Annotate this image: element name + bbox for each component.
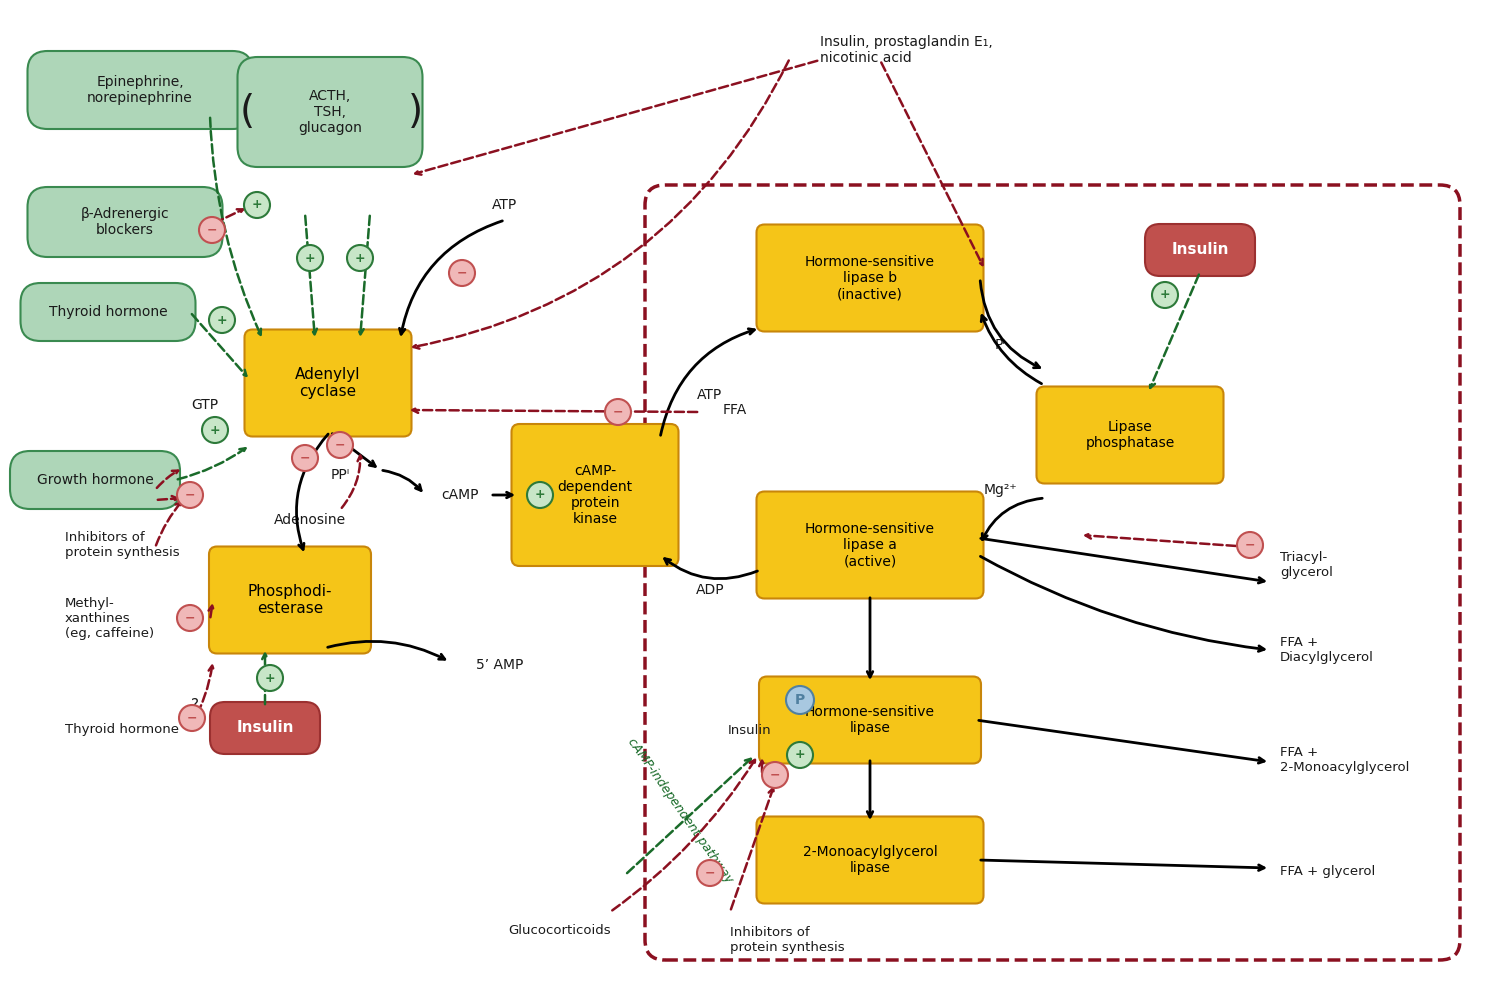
Text: P: P [795,693,806,707]
Text: −: − [299,452,310,464]
Text: FFA: FFA [723,403,747,417]
Text: Hormone-sensitive
lipase: Hormone-sensitive lipase [806,705,935,735]
Circle shape [177,605,203,631]
Text: Mg²⁺: Mg²⁺ [983,483,1018,497]
Text: 5’ AMP: 5’ AMP [476,658,523,672]
FancyBboxPatch shape [756,491,983,598]
FancyBboxPatch shape [21,283,195,341]
Text: FFA +
Diacylglycerol: FFA + Diacylglycerol [1281,636,1374,664]
Text: FFA +
2-Monoacylglycerol: FFA + 2-Monoacylglycerol [1281,746,1410,774]
Text: Triacyl-
glycerol: Triacyl- glycerol [1281,551,1333,579]
Text: ACTH,
TSH,
glucagon: ACTH, TSH, glucagon [298,89,362,135]
Text: +: + [1160,288,1171,302]
FancyBboxPatch shape [245,330,412,436]
Text: 2-Monoacylglycerol
lipase: 2-Monoacylglycerol lipase [803,845,938,875]
Circle shape [298,245,323,271]
Text: Methyl-
xanthines
(eg, caffeine): Methyl- xanthines (eg, caffeine) [65,596,155,640]
Circle shape [528,482,553,508]
Text: −: − [613,406,624,418]
Text: +: + [265,672,275,684]
Text: ?: ? [191,698,198,712]
Text: Insulin: Insulin [1171,242,1229,257]
Text: cAMP-
dependent
protein
kinase: cAMP- dependent protein kinase [558,464,633,526]
Text: ADP: ADP [696,583,724,597]
Text: −: − [457,266,467,279]
Circle shape [1151,282,1178,308]
Text: −: − [185,611,195,624]
FancyBboxPatch shape [209,546,371,654]
Circle shape [209,307,234,333]
Text: (: ( [239,93,254,131]
Circle shape [606,399,631,425]
Circle shape [788,742,813,768]
Text: −: − [335,438,346,452]
Text: −: − [207,224,218,236]
Text: +: + [795,748,806,762]
FancyBboxPatch shape [27,187,222,257]
Text: Insulin: Insulin [727,724,773,736]
Circle shape [697,860,723,886]
FancyBboxPatch shape [1145,224,1255,276]
Text: cAMP-independent pathway: cAMP-independent pathway [625,735,735,885]
Circle shape [177,482,203,508]
FancyBboxPatch shape [1037,386,1223,484]
Circle shape [292,445,319,471]
Text: ATP: ATP [493,198,517,212]
Text: β-Adrenergic
blockers: β-Adrenergic blockers [81,207,170,237]
Text: +: + [251,198,263,212]
Text: Hormone-sensitive
lipase b
(inactive): Hormone-sensitive lipase b (inactive) [806,255,935,301]
Circle shape [1237,532,1263,558]
Text: GTP: GTP [191,398,218,412]
Text: Lipase
phosphatase: Lipase phosphatase [1085,420,1175,450]
Circle shape [257,665,283,691]
FancyBboxPatch shape [756,225,983,332]
Circle shape [198,217,225,243]
Text: −: − [705,866,715,880]
Text: Insulin, prostaglandin E₁,
nicotinic acid: Insulin, prostaglandin E₁, nicotinic aci… [821,35,993,65]
Circle shape [179,705,204,731]
Text: +: + [355,251,365,264]
Text: Phosphodi-
esterase: Phosphodi- esterase [248,584,332,616]
Text: FFA + glycerol: FFA + glycerol [1281,865,1375,879]
Text: +: + [305,251,316,264]
Circle shape [347,245,373,271]
Text: Growth hormone: Growth hormone [36,473,153,487]
Text: Epinephrine,
norepinephrine: Epinephrine, norepinephrine [87,75,192,105]
Circle shape [328,432,353,458]
Text: +: + [535,488,546,502]
Text: Thyroid hormone: Thyroid hormone [65,724,179,736]
FancyBboxPatch shape [756,816,983,904]
Text: −: − [1244,538,1255,552]
FancyBboxPatch shape [210,702,320,754]
FancyBboxPatch shape [237,57,422,167]
FancyBboxPatch shape [11,451,180,509]
FancyBboxPatch shape [759,676,981,764]
Circle shape [201,417,228,443]
Text: −: − [185,488,195,502]
Circle shape [243,192,271,218]
Text: −: − [186,712,197,724]
Text: Inhibitors of
protein synthesis: Inhibitors of protein synthesis [65,531,180,559]
Text: cAMP: cAMP [442,488,479,502]
Text: ): ) [407,93,422,131]
Circle shape [762,762,788,788]
Text: Pᴵ: Pᴵ [995,338,1006,352]
Text: ATP: ATP [697,388,723,402]
Text: Thyroid hormone: Thyroid hormone [48,305,167,319]
Circle shape [449,260,475,286]
FancyBboxPatch shape [511,424,678,566]
Text: Hormone-sensitive
lipase a
(active): Hormone-sensitive lipase a (active) [806,522,935,568]
Text: Inhibitors of
protein synthesis: Inhibitors of protein synthesis [730,926,845,954]
Text: Glucocorticoids: Glucocorticoids [508,924,612,936]
Text: +: + [216,314,227,326]
Text: Adenosine: Adenosine [274,513,346,527]
Text: Adenylyl
cyclase: Adenylyl cyclase [295,367,361,399]
Text: +: + [210,424,221,436]
Text: PPᴵ: PPᴵ [331,468,350,482]
FancyBboxPatch shape [27,51,253,129]
Text: Insulin: Insulin [236,720,293,736]
Text: −: − [770,768,780,782]
Circle shape [786,686,815,714]
